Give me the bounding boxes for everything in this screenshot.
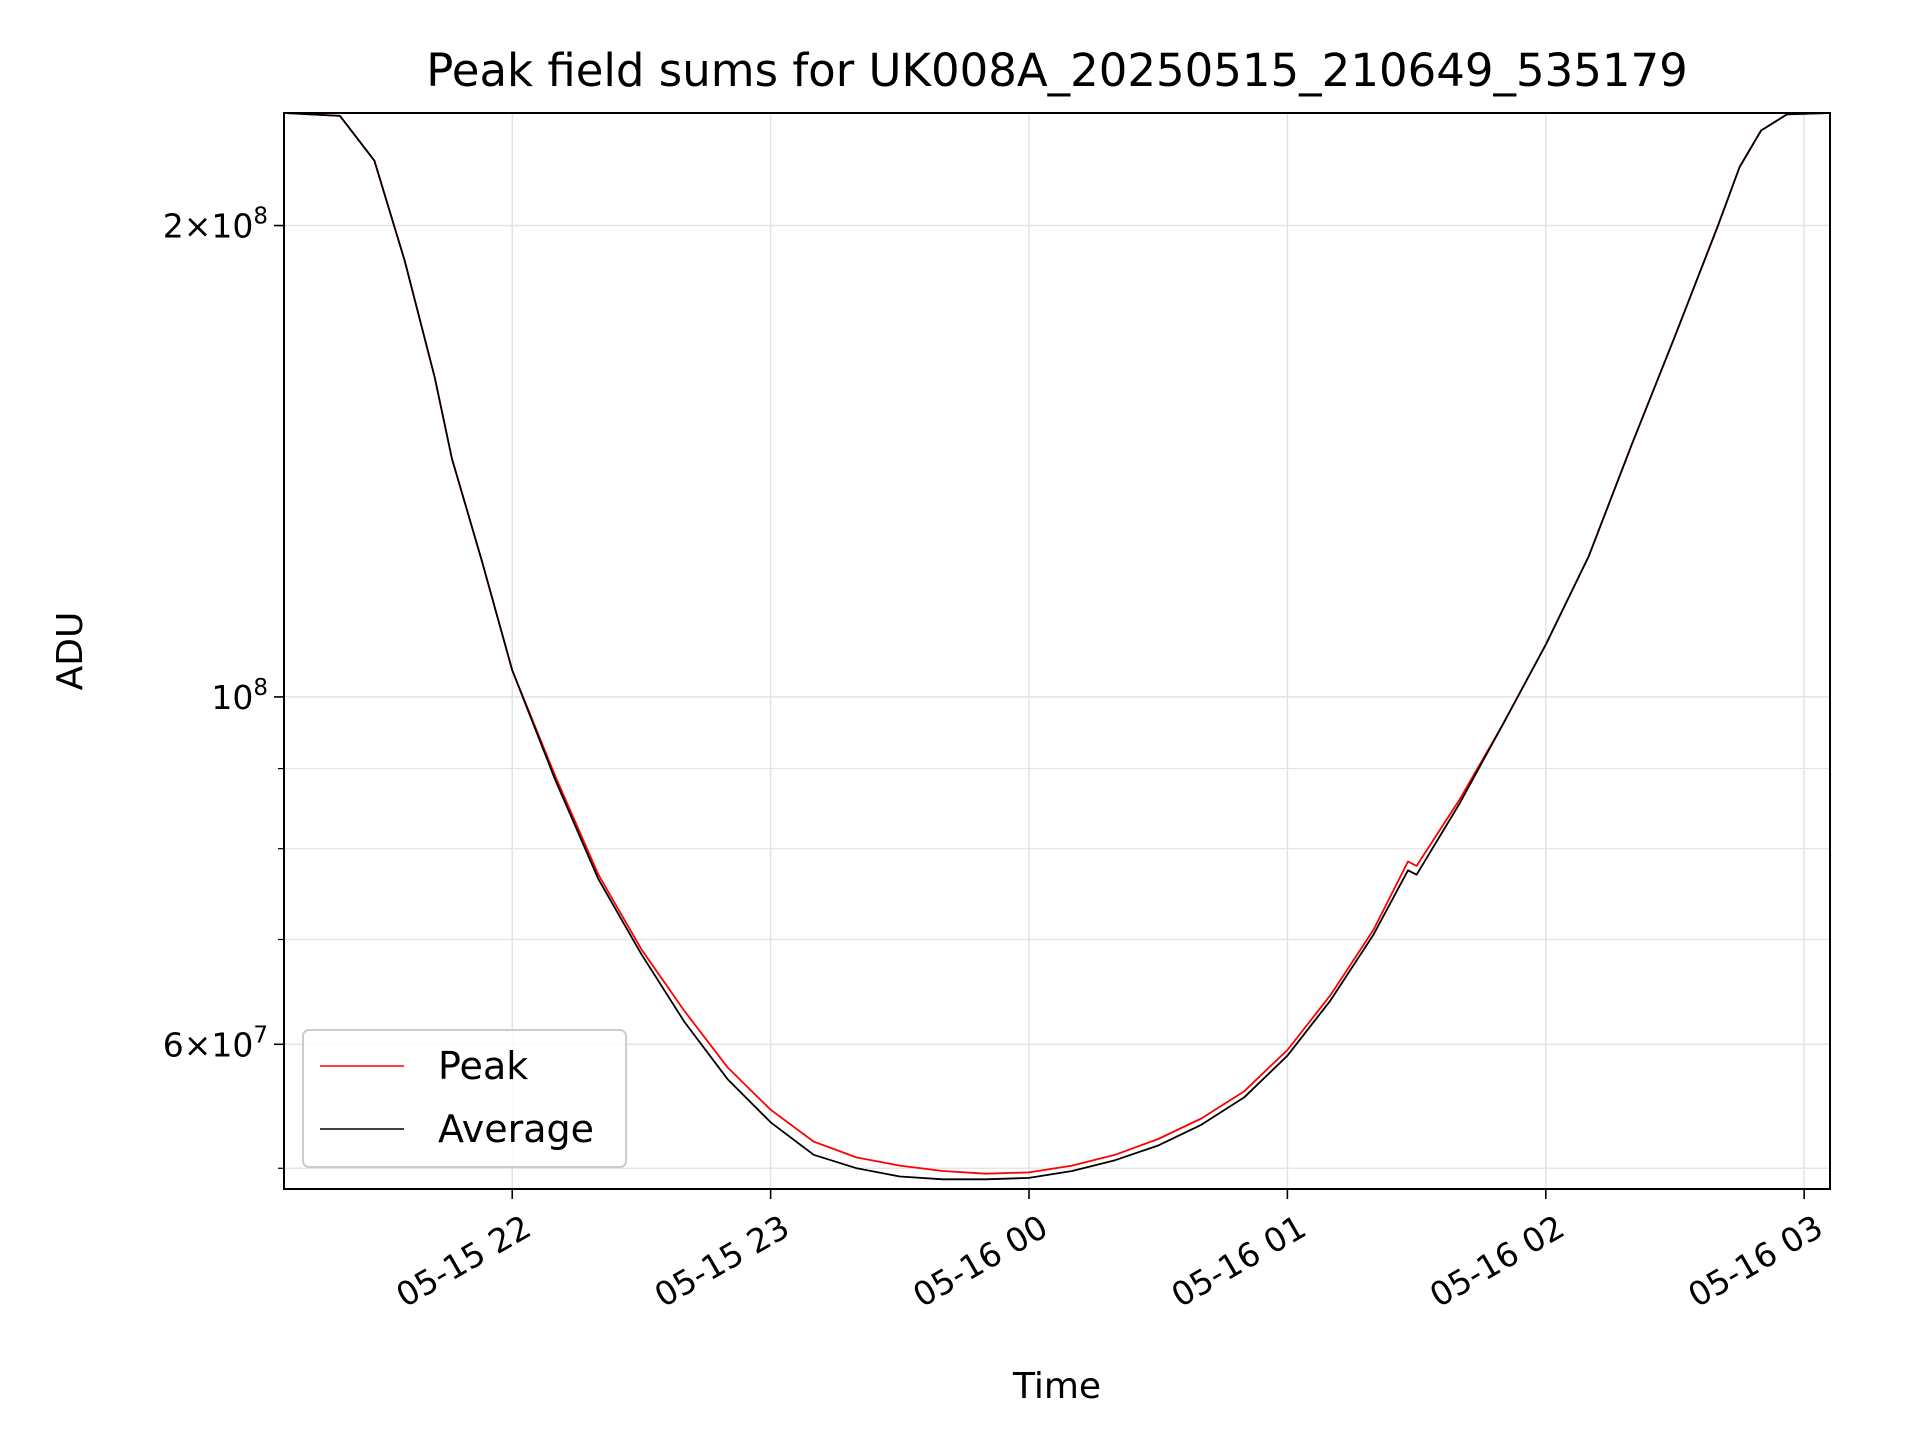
y-axis-label: ADU bbox=[50, 612, 91, 691]
plot-area-frame bbox=[283, 112, 1831, 1190]
y-tick-label: 2×108 bbox=[163, 204, 268, 246]
y-tick-label: 6×107 bbox=[163, 1022, 268, 1064]
chart-title: Peak field sums for UK008A_20250515_2106… bbox=[426, 44, 1688, 97]
y-tick-label: 108 bbox=[211, 675, 268, 717]
series-line-average bbox=[283, 112, 1831, 1181]
y-axis-ticks: 2×108 108 6×107 bbox=[163, 204, 284, 1169]
legend-box bbox=[302, 1029, 627, 1168]
legend: Peak Average bbox=[302, 1029, 627, 1168]
legend-label-average: Average bbox=[438, 1107, 594, 1151]
series-lines bbox=[283, 112, 1831, 1181]
x-axis-label: Time bbox=[1012, 1366, 1101, 1407]
legend-label-peak: Peak bbox=[438, 1044, 528, 1088]
grid-lines bbox=[284, 113, 1830, 1189]
